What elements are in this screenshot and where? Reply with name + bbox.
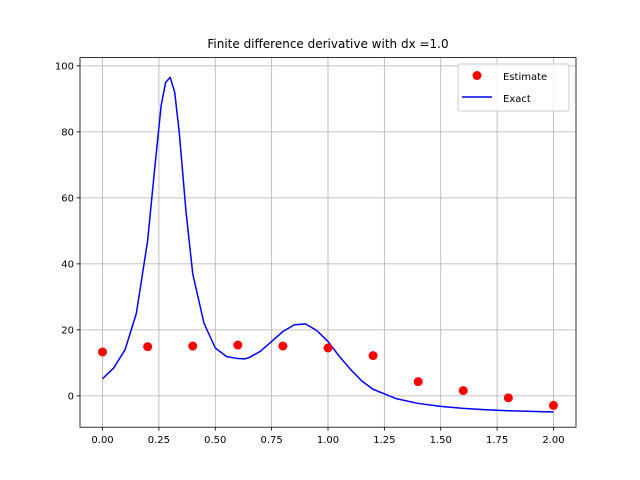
exact-series-line: [102, 76, 554, 413]
x-tick-label: 0.50: [204, 435, 226, 446]
legend: Estimate Exact: [457, 63, 570, 112]
estimate-point: [98, 347, 108, 357]
estimate-point: [143, 342, 153, 352]
x-tick-label: 2.00: [542, 435, 564, 446]
x-tick-label: 0.25: [148, 435, 170, 446]
estimate-point: [503, 393, 513, 403]
x-tick-label: 0.00: [91, 435, 113, 446]
legend-box: [457, 63, 570, 112]
x-tick-label: 1.25: [373, 435, 395, 446]
x-tick-label: 1.00: [317, 435, 339, 446]
y-tick-label: 100: [55, 61, 74, 72]
y-tick-label: 0: [68, 391, 74, 402]
estimate-point: [368, 351, 378, 361]
x-tick-label: 0.75: [261, 435, 283, 446]
y-tick-label: 40: [61, 259, 74, 270]
legend-estimate-label: Estimate: [503, 72, 547, 83]
plot-area: [98, 76, 558, 413]
chart-title: Finite difference derivative with dx =1.…: [207, 37, 448, 51]
estimate-point: [233, 340, 243, 350]
x-tick-label: 1.50: [430, 435, 452, 446]
y-axis: 0 20 40 60 80 100: [55, 61, 80, 402]
y-tick-label: 60: [61, 193, 74, 204]
estimate-point: [323, 343, 333, 353]
legend-exact-label: Exact: [503, 94, 531, 105]
grid: [80, 57, 576, 428]
x-axis: 0.00 0.25 0.50 0.75 1.00 1.25 1.50 1.75 2.00: [91, 427, 565, 446]
legend-estimate-marker: [472, 71, 482, 80]
y-tick-label: 80: [61, 127, 74, 138]
estimate-point: [188, 341, 198, 351]
estimate-point: [548, 400, 558, 410]
estimate-point: [413, 377, 423, 387]
x-tick-label: 1.75: [486, 435, 508, 446]
estimate-point: [278, 341, 288, 351]
y-tick-label: 20: [61, 325, 74, 336]
estimate-point: [458, 386, 468, 396]
